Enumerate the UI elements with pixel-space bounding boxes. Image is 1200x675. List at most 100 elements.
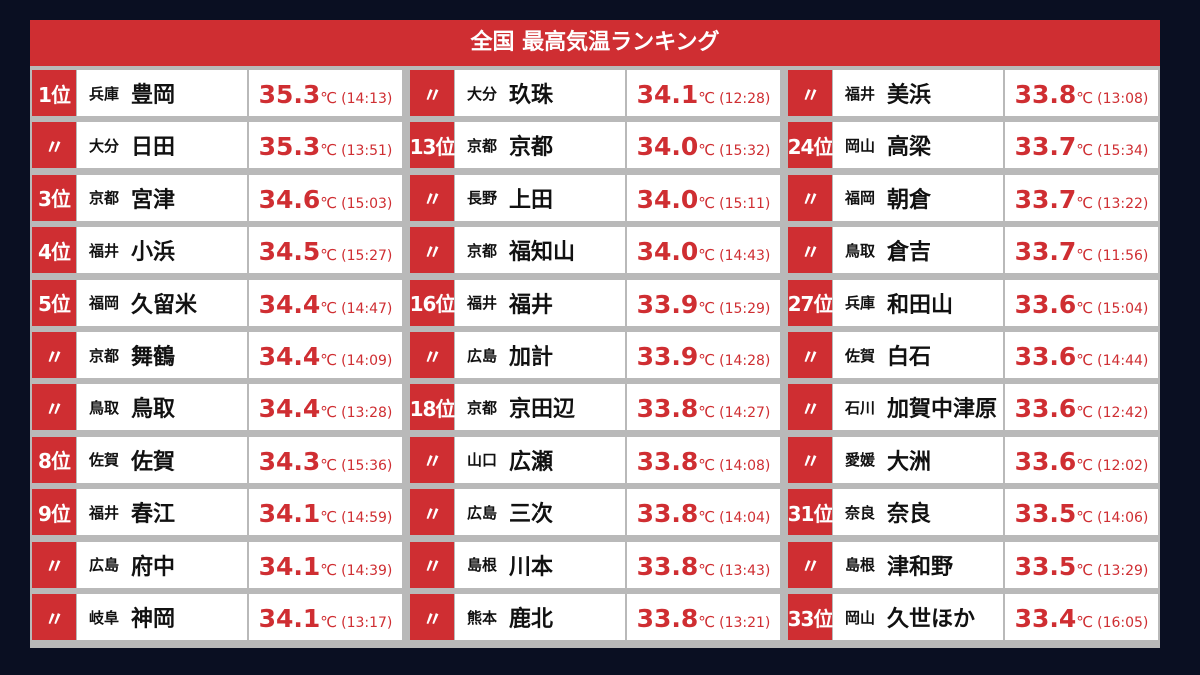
location-cell: 京都 舞鶴 xyxy=(77,332,247,378)
ranking-row: 〃佐賀 白石 33.6 ℃ (14:44) xyxy=(788,332,1158,378)
unit: ℃ xyxy=(320,89,338,107)
unit: ℃ xyxy=(698,351,716,369)
temperature: 35.3 xyxy=(258,80,321,109)
rank: 31位 xyxy=(788,489,833,536)
time: (13:08) xyxy=(1097,91,1149,107)
prefecture: 福井 xyxy=(88,241,119,260)
rank: 〃 xyxy=(32,332,76,378)
temperature-cell: 33.5 ℃ (14:06) xyxy=(1005,489,1158,536)
rank: 〃 xyxy=(410,489,454,536)
unit: ℃ xyxy=(320,613,338,631)
ranking-row: 〃広島 加計 33.9 ℃ (14:28) xyxy=(410,332,780,378)
unit: ℃ xyxy=(320,351,338,369)
prefecture: 鳥取 xyxy=(88,398,119,417)
rank: 33位 xyxy=(788,594,833,640)
unit: ℃ xyxy=(698,141,716,160)
time: (13:51) xyxy=(341,143,393,160)
time: (13:22) xyxy=(1097,195,1149,212)
rank: 〃 xyxy=(410,227,454,274)
prefecture: 福岡 xyxy=(844,189,875,208)
unit: ℃ xyxy=(698,455,716,474)
time: (16:05) xyxy=(1097,615,1149,631)
rank: 〃 xyxy=(788,227,832,274)
time: (15:32) xyxy=(719,143,771,160)
rank: 1位 xyxy=(32,70,76,116)
location-cell: 奈良 奈良 xyxy=(833,489,1003,536)
rank: 〃 xyxy=(410,594,454,640)
unit: ℃ xyxy=(320,246,338,265)
ranking-row: 〃京都 舞鶴 34.4 ℃ (14:09) xyxy=(32,332,402,378)
prefecture: 福岡 xyxy=(88,294,119,313)
ranking-row: 27位 兵庫 和田山 33.6 ℃ (15:04) xyxy=(788,279,1158,326)
title: 全国 最高気温ランキング xyxy=(30,20,1160,66)
temperature-cell: 33.4 ℃ (16:05) xyxy=(1005,594,1158,640)
ranking-row: 〃鳥取 倉吉 33.7 ℃ (11:56) xyxy=(788,227,1158,274)
prefecture: 熊本 xyxy=(466,608,497,627)
prefecture: 佐賀 xyxy=(844,346,875,365)
city: 府中 xyxy=(131,554,176,580)
time: (14:39) xyxy=(341,562,393,579)
temperature: 33.7 xyxy=(1014,237,1077,267)
rank: 9位 xyxy=(32,489,76,536)
prefecture: 京都 xyxy=(466,136,497,155)
temperature: 34.1 xyxy=(258,499,321,529)
unit: ℃ xyxy=(320,141,338,160)
city: 白石 xyxy=(887,345,932,370)
temperature: 34.1 xyxy=(636,80,699,109)
rank: 4位 xyxy=(32,227,76,274)
prefecture: 石川 xyxy=(844,398,875,417)
unit: ℃ xyxy=(1076,246,1094,265)
time: (14:28) xyxy=(719,353,771,369)
time: (14:27) xyxy=(719,405,771,422)
unit: ℃ xyxy=(1076,455,1094,474)
time: (14:09) xyxy=(341,353,393,369)
unit: ℃ xyxy=(1076,508,1094,527)
location-cell: 福井 福井 xyxy=(455,279,625,326)
city: 加計 xyxy=(509,345,554,370)
location-cell: 兵庫 和田山 xyxy=(833,279,1003,326)
temperature-cell: 33.8 ℃ (13:21) xyxy=(627,594,780,640)
rank: 〃 xyxy=(32,122,76,169)
time: (13:29) xyxy=(1097,562,1149,579)
location-cell: 佐賀 佐賀 xyxy=(77,436,247,483)
unit: ℃ xyxy=(1076,560,1094,579)
ranking-row: 33位 岡山 久世ほか 33.4 ℃ (16:05) xyxy=(788,594,1158,640)
time: (13:28) xyxy=(341,405,393,422)
ranking-row: 1位 兵庫 豊岡 35.3 ℃ (14:13) xyxy=(32,70,402,116)
city: 日田 xyxy=(131,135,176,161)
city: 津和野 xyxy=(887,554,954,580)
prefecture: 広島 xyxy=(88,556,119,575)
temperature: 33.7 xyxy=(1014,132,1077,162)
prefecture: 広島 xyxy=(466,503,497,522)
city: 福知山 xyxy=(509,240,576,266)
temperature: 33.8 xyxy=(1014,80,1077,109)
time: (13:21) xyxy=(719,615,771,631)
rank: 16位 xyxy=(410,279,455,326)
city: 倉吉 xyxy=(887,240,932,266)
temperature-cell: 33.9 ℃ (14:28) xyxy=(627,332,780,378)
time: (14:59) xyxy=(341,510,393,527)
ranking-row: 〃鳥取 鳥取 34.4 ℃ (13:28) xyxy=(32,384,402,431)
ranking-row: 〃広島 三次 33.8 ℃ (14:04) xyxy=(410,489,780,536)
temperature-cell: 34.0 ℃ (15:11) xyxy=(627,174,780,221)
rank: 〃 xyxy=(410,332,454,378)
temperature-cell: 34.1 ℃ (12:28) xyxy=(627,70,780,116)
unit: ℃ xyxy=(320,508,338,527)
time: (15:27) xyxy=(341,248,393,265)
temperature-cell: 34.4 ℃ (14:09) xyxy=(249,332,402,378)
location-cell: 島根 川本 xyxy=(455,541,625,588)
city: 奈良 xyxy=(887,502,932,528)
rank: 13位 xyxy=(410,122,455,169)
temperature: 33.8 xyxy=(636,604,699,633)
city: 久世ほか xyxy=(887,607,976,632)
time: (14:13) xyxy=(341,91,393,107)
temperature: 34.1 xyxy=(258,604,321,633)
city: 広瀬 xyxy=(509,449,554,475)
prefecture: 京都 xyxy=(88,189,119,208)
rank: 〃 xyxy=(788,332,832,378)
city: 川本 xyxy=(509,554,554,580)
city: 三次 xyxy=(509,502,554,528)
prefecture: 岡山 xyxy=(844,608,875,627)
ranking-row: 24位 岡山 高梁 33.7 ℃ (15:34) xyxy=(788,122,1158,169)
prefecture: 山口 xyxy=(466,451,497,470)
